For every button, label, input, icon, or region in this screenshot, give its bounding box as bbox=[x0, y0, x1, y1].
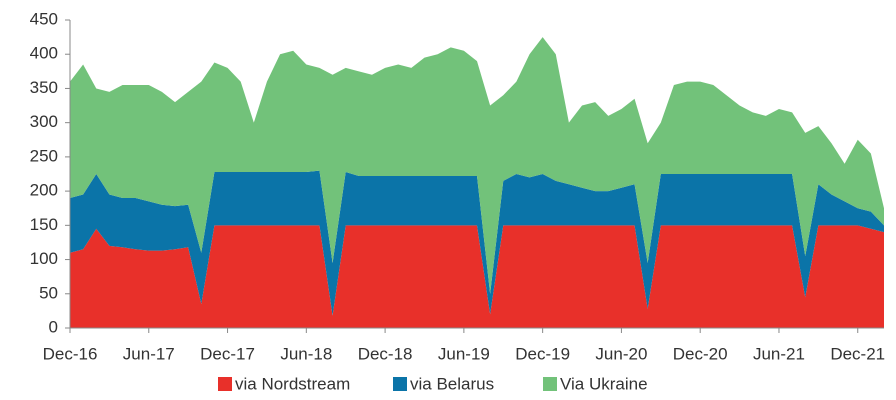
x-tick-label: Dec-18 bbox=[358, 344, 413, 363]
y-tick-label: 50 bbox=[39, 283, 58, 302]
y-tick-label: 350 bbox=[30, 78, 58, 97]
legend-swatch bbox=[393, 377, 407, 391]
y-tick-label: 100 bbox=[30, 249, 58, 268]
x-tick-label: Dec-16 bbox=[43, 344, 98, 363]
x-tick-label: Jun-18 bbox=[280, 344, 332, 363]
x-tick-label: Jun-19 bbox=[438, 344, 490, 363]
x-tick-label: Dec-21 bbox=[830, 344, 885, 363]
legend-swatch bbox=[543, 377, 557, 391]
x-tick-label: Dec-17 bbox=[200, 344, 255, 363]
y-tick-label: 450 bbox=[30, 9, 58, 28]
x-tick-label: Dec-20 bbox=[673, 344, 728, 363]
x-tick-label: Dec-19 bbox=[515, 344, 570, 363]
area bbox=[70, 225, 884, 328]
legend-label: Via Ukraine bbox=[560, 374, 648, 393]
area bbox=[70, 170, 884, 316]
x-tick-label: Jun-17 bbox=[123, 344, 175, 363]
y-tick-label: 250 bbox=[30, 146, 58, 165]
legend-swatch bbox=[218, 377, 232, 391]
y-tick-label: 300 bbox=[30, 112, 58, 131]
y-tick-label: 0 bbox=[49, 317, 58, 336]
x-tick-label: Jun-20 bbox=[595, 344, 647, 363]
legend-label: via Nordstream bbox=[235, 374, 350, 393]
legend-label: via Belarus bbox=[410, 374, 494, 393]
y-tick-label: 150 bbox=[30, 215, 58, 234]
x-tick-label: Jun-21 bbox=[753, 344, 805, 363]
y-tick-label: 200 bbox=[30, 181, 58, 200]
y-tick-label: 400 bbox=[30, 44, 58, 63]
area bbox=[70, 37, 884, 294]
